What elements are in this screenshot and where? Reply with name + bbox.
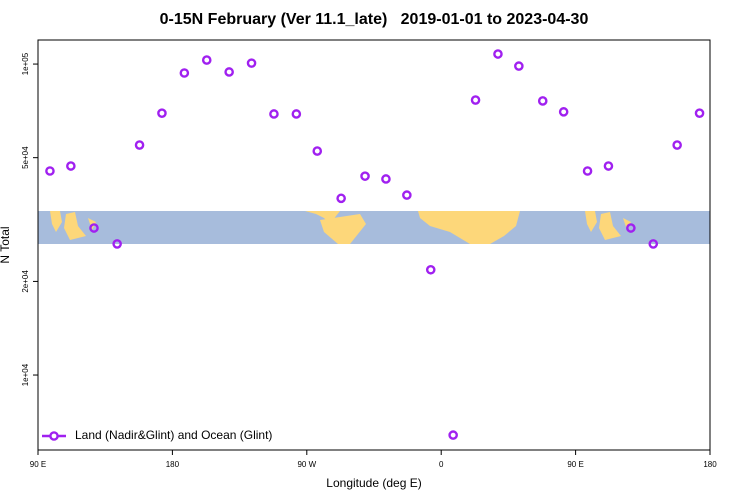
point [672, 140, 682, 150]
point [224, 67, 234, 77]
map-strip [38, 211, 710, 244]
point [402, 190, 412, 200]
point [648, 239, 659, 249]
point [603, 161, 614, 171]
y-axis-label: N Total [0, 226, 12, 263]
point [360, 171, 370, 181]
point [89, 223, 99, 233]
legend-marker [49, 431, 59, 441]
point [312, 146, 323, 156]
chart-title: 0-15N February (Ver 11.1_late) 2019-01-0… [160, 11, 589, 28]
point [582, 166, 593, 176]
point [470, 95, 481, 105]
point [112, 239, 122, 249]
plot-frame [37, 39, 711, 451]
x-tick-label: 0 [439, 460, 444, 469]
y-tick-label: 5e+04 [21, 146, 30, 169]
point [157, 108, 167, 118]
point [269, 109, 279, 119]
point [336, 193, 346, 204]
point [134, 140, 145, 150]
y-tick-label: 2e+04 [21, 270, 30, 293]
x-tick-label: 90 E [567, 460, 583, 469]
point [493, 49, 503, 59]
point [448, 430, 458, 440]
point [694, 108, 705, 118]
x-tick-label: 180 [166, 460, 180, 469]
y-tick-label: 1e+05 [21, 52, 30, 75]
legend-label: Land (Nadir&Glint) and Ocean (Glint) [75, 428, 272, 442]
point [514, 61, 524, 71]
x-axis-label: Longitude (deg E) [326, 476, 421, 490]
point [626, 223, 636, 233]
point [45, 166, 55, 176]
x-tick-label: 90 W [297, 460, 316, 469]
point [291, 109, 302, 119]
x-tick-label: 90 E [30, 460, 46, 469]
point [179, 68, 190, 78]
y-tick-label: 1e+04 [21, 363, 30, 386]
point [425, 264, 436, 275]
point [381, 174, 391, 184]
point [201, 55, 212, 65]
point [537, 96, 548, 106]
point [66, 161, 76, 171]
point [558, 107, 569, 117]
point [246, 58, 257, 68]
x-tick-label: 180 [703, 460, 717, 469]
